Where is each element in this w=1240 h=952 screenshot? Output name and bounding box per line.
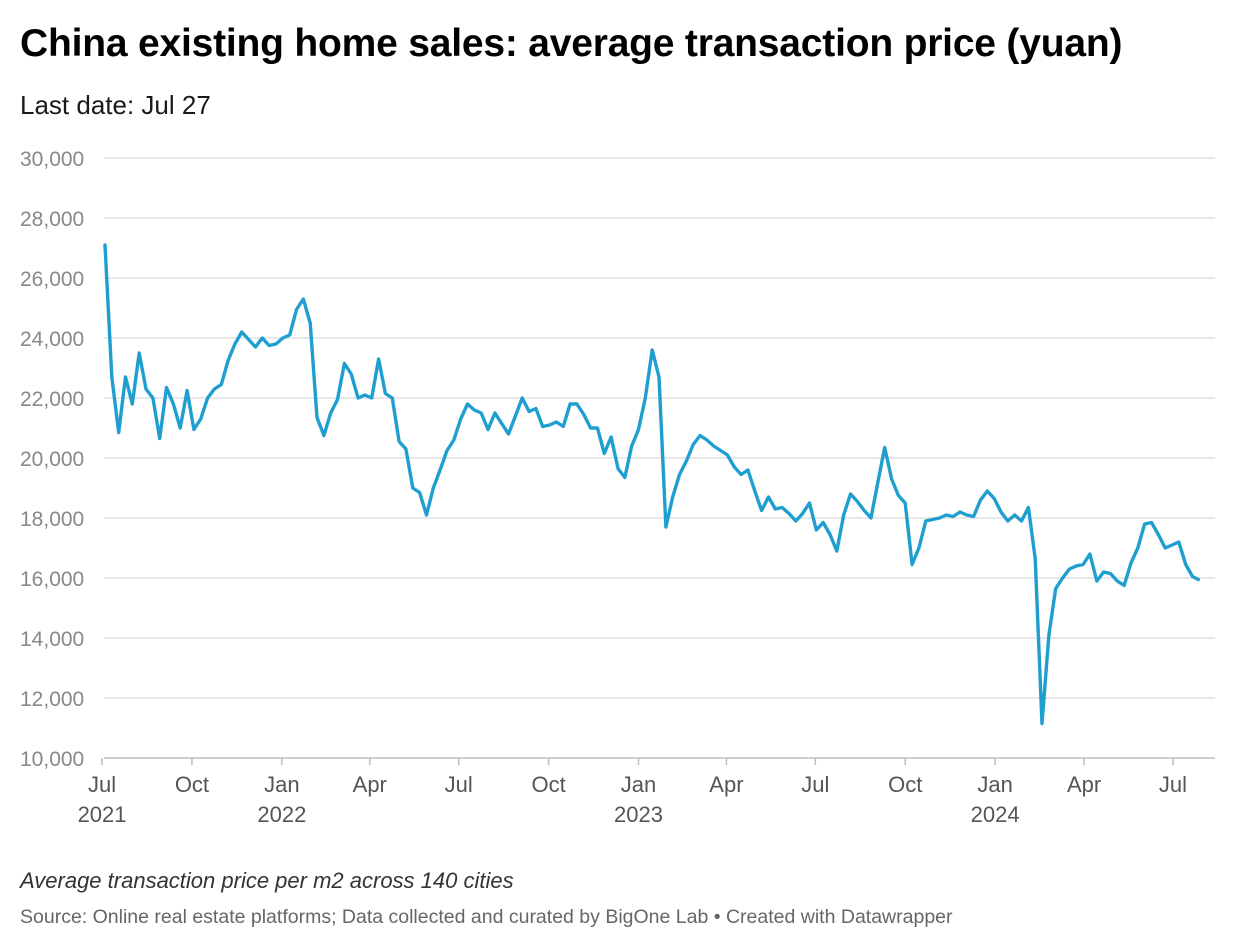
x-tick-label: Jul: [801, 772, 829, 797]
chart-title: China existing home sales: average trans…: [20, 22, 1123, 65]
x-tick-label: Oct: [888, 772, 922, 797]
x-tick-year: 2024: [971, 802, 1020, 827]
y-tick-label: 22,000: [20, 388, 84, 411]
x-tick-label: Oct: [531, 772, 565, 797]
x-tick-label: Apr: [353, 772, 387, 797]
y-tick-label: 30,000: [20, 148, 84, 171]
series-layer: [103, 243, 1201, 726]
x-tick-label: Apr: [709, 772, 743, 797]
x-tick-label: Jul: [1159, 772, 1187, 797]
chart-subtitle: Last date: Jul 27: [20, 90, 211, 120]
x-tick-label: Jul: [88, 772, 116, 797]
y-tick-label: 18,000: [20, 508, 84, 531]
x-tick-year: 2023: [614, 802, 663, 827]
y-tick-label: 28,000: [20, 208, 84, 231]
x-tick-label: Jan: [264, 772, 299, 797]
chart-note: Average transaction price per m2 across …: [20, 868, 514, 893]
x-tick-label: Jan: [977, 772, 1012, 797]
price-line: [103, 243, 1201, 726]
line-chart: 30,000 28,000 26,000 24,000 22,000 20,000 18,0…: [20, 148, 1215, 827]
y-tick-label: 26,000: [20, 268, 84, 291]
x-tick-label: Oct: [175, 772, 209, 797]
x-axis: Jul 2021 Oct Jan 2022 Apr Jul Oct Jan 2023 Apr Jul O…: [78, 758, 1187, 827]
chart-source: Source: Online real estate platforms; Da…: [20, 906, 953, 928]
y-tick-label: 16,000: [20, 568, 84, 591]
y-tick-label: 20,000: [20, 448, 84, 471]
x-tick-year: 2022: [257, 802, 306, 827]
y-tick-label: 10,000: [20, 748, 84, 771]
y-axis: 30,000 28,000 26,000 24,000 22,000 20,000 18,0…: [20, 148, 84, 771]
gridlines: [104, 157, 1215, 759]
x-tick-label: Apr: [1067, 772, 1101, 797]
y-tick-label: 14,000: [20, 628, 84, 651]
y-tick-label: 24,000: [20, 328, 84, 351]
x-tick-label: Jan: [621, 772, 656, 797]
x-tick-label: Jul: [445, 772, 473, 797]
x-tick-year: 2021: [78, 802, 127, 827]
y-tick-label: 12,000: [20, 688, 84, 711]
